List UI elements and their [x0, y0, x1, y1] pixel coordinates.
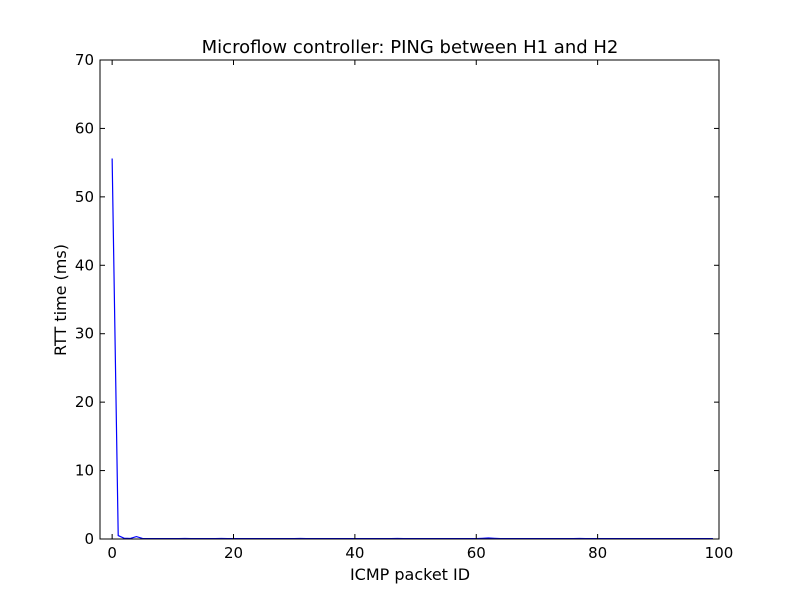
- x-tick-label: 60: [467, 544, 486, 562]
- y-axis-label: RTT time (ms): [51, 244, 70, 356]
- y-tick-label: 40: [75, 256, 94, 274]
- chart-title: Microflow controller: PING between H1 an…: [202, 37, 619, 58]
- ticks-layer: 0 20 40 60 80 100 0 10 20 30 40 50 60 70: [75, 51, 733, 562]
- series-line: [111, 158, 713, 540]
- x-tick-label: 20: [224, 544, 243, 562]
- y-tick-label: 20: [75, 393, 94, 411]
- series-layer: [111, 158, 713, 540]
- x-axis-label: ICMP packet ID: [350, 565, 470, 584]
- y-tick-label: 70: [75, 51, 94, 69]
- y-tick-label: 0: [84, 530, 94, 548]
- y-tick-label: 60: [75, 119, 94, 137]
- x-tick-label: 100: [705, 544, 734, 562]
- y-tick-label: 30: [75, 325, 94, 343]
- x-tick-label: 40: [345, 544, 364, 562]
- y-tick-label: 50: [75, 188, 94, 206]
- x-tick-label: 0: [107, 544, 117, 562]
- x-tick-label: 80: [588, 544, 607, 562]
- plot-frame: [99, 59, 720, 540]
- y-tick-label: 10: [75, 462, 94, 480]
